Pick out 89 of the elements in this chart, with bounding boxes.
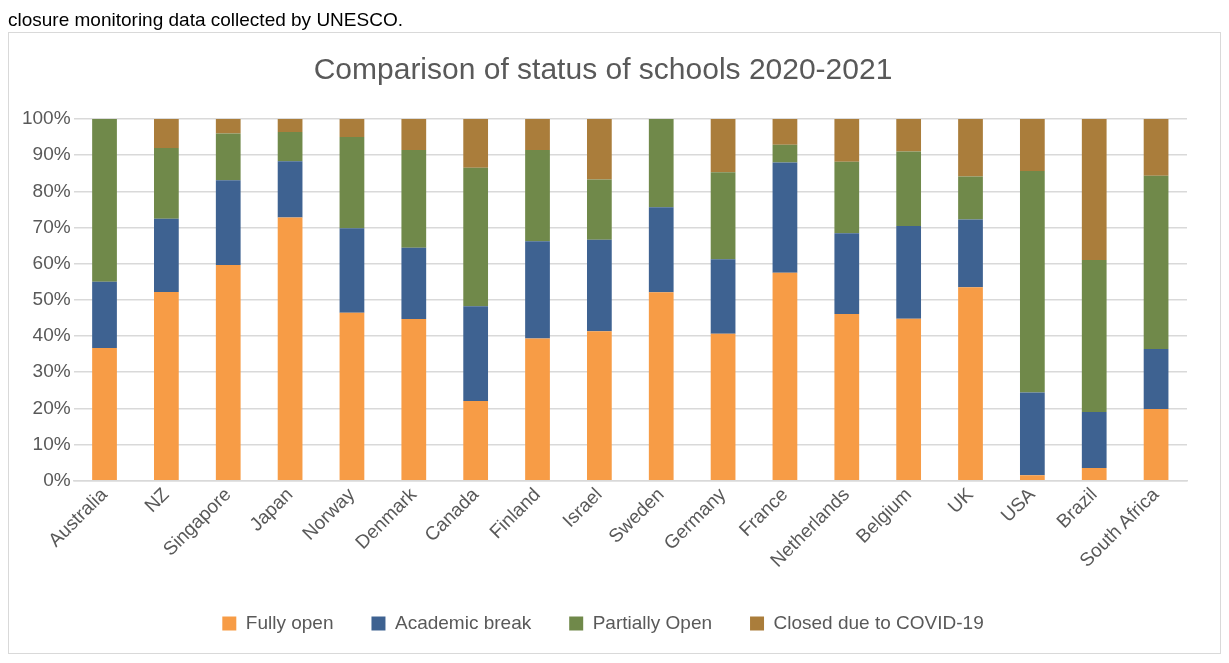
bar bbox=[215, 133, 241, 181]
bar bbox=[1143, 409, 1169, 480]
bar bbox=[1019, 171, 1045, 393]
bar bbox=[834, 119, 860, 162]
bar bbox=[834, 161, 860, 234]
y-tick-label: 20% bbox=[32, 396, 71, 418]
bar bbox=[834, 233, 860, 314]
bar bbox=[958, 287, 983, 480]
bar bbox=[648, 292, 674, 480]
bar bbox=[339, 228, 365, 313]
bar bbox=[525, 241, 550, 339]
bar bbox=[154, 218, 179, 292]
y-tick-label: 60% bbox=[32, 251, 71, 273]
y-tick-label: 0% bbox=[43, 468, 71, 490]
bar bbox=[92, 119, 117, 282]
bar bbox=[587, 119, 612, 180]
bar bbox=[710, 259, 736, 334]
bar bbox=[1019, 475, 1045, 480]
bar bbox=[958, 119, 983, 177]
bar bbox=[648, 119, 674, 208]
bar bbox=[1019, 119, 1045, 172]
bar bbox=[92, 347, 117, 480]
bar bbox=[401, 247, 427, 320]
bar bbox=[277, 161, 303, 218]
bar bbox=[587, 331, 612, 480]
bar bbox=[401, 319, 427, 480]
bar bbox=[834, 313, 860, 480]
bar bbox=[587, 179, 612, 240]
text: closure monitoring data collected by UNESCO. bbox=[8, 8, 404, 32]
y-tick-label: 70% bbox=[32, 215, 71, 237]
bar bbox=[339, 312, 365, 480]
y-tick-label: 50% bbox=[32, 288, 71, 310]
bar bbox=[958, 176, 983, 220]
bar bbox=[463, 306, 489, 402]
bar bbox=[277, 132, 303, 162]
bar bbox=[277, 217, 303, 480]
x-tick-label: USA bbox=[996, 483, 1040, 526]
bar bbox=[896, 226, 922, 319]
y-tick-label: 40% bbox=[32, 324, 71, 346]
bar bbox=[215, 180, 241, 266]
bar bbox=[772, 119, 798, 145]
legend-label: Academic break bbox=[394, 611, 532, 633]
bar bbox=[587, 239, 612, 332]
y-tick-label: 100% bbox=[21, 107, 71, 129]
bar bbox=[896, 119, 922, 152]
y-tick-label: 80% bbox=[32, 179, 71, 201]
y-tick-label: 10% bbox=[32, 432, 71, 454]
legend-label: Fully open bbox=[245, 611, 334, 633]
bar bbox=[710, 172, 736, 260]
x-tick-label: UK bbox=[943, 483, 978, 517]
bar bbox=[277, 119, 303, 133]
bar bbox=[1019, 392, 1045, 476]
bar bbox=[215, 265, 241, 480]
bar bbox=[772, 144, 798, 163]
bar bbox=[525, 119, 550, 151]
chart-title: Comparison of status of schools 2020-2021 bbox=[313, 52, 893, 86]
legend-label: Closed due to COVID-19 bbox=[773, 611, 984, 633]
bar bbox=[463, 119, 489, 168]
bar bbox=[1081, 468, 1107, 480]
y-tick-label: 30% bbox=[32, 360, 71, 382]
bar bbox=[1143, 119, 1169, 176]
bar bbox=[339, 137, 365, 229]
bar bbox=[1081, 411, 1107, 469]
bar bbox=[648, 207, 674, 293]
bar bbox=[896, 151, 922, 227]
bar bbox=[958, 219, 983, 288]
bar bbox=[896, 318, 922, 480]
bar bbox=[772, 272, 798, 480]
bar bbox=[710, 333, 736, 480]
bar bbox=[154, 119, 179, 148]
bar bbox=[463, 401, 489, 480]
bar bbox=[525, 150, 550, 242]
bar bbox=[154, 291, 179, 480]
y-tick-label: 90% bbox=[32, 143, 71, 165]
bar bbox=[1143, 349, 1169, 410]
bar bbox=[339, 119, 365, 138]
legend-label: Partially Open bbox=[592, 611, 713, 633]
bar bbox=[401, 119, 427, 151]
bar bbox=[215, 119, 241, 134]
bar bbox=[463, 167, 489, 307]
bar bbox=[401, 150, 427, 248]
bar bbox=[1081, 260, 1107, 412]
bar bbox=[772, 162, 798, 273]
bar bbox=[710, 119, 736, 173]
bar bbox=[154, 147, 179, 219]
bar bbox=[92, 281, 117, 348]
bar bbox=[1143, 175, 1169, 350]
bar bbox=[525, 338, 550, 480]
bar bbox=[1081, 119, 1107, 261]
